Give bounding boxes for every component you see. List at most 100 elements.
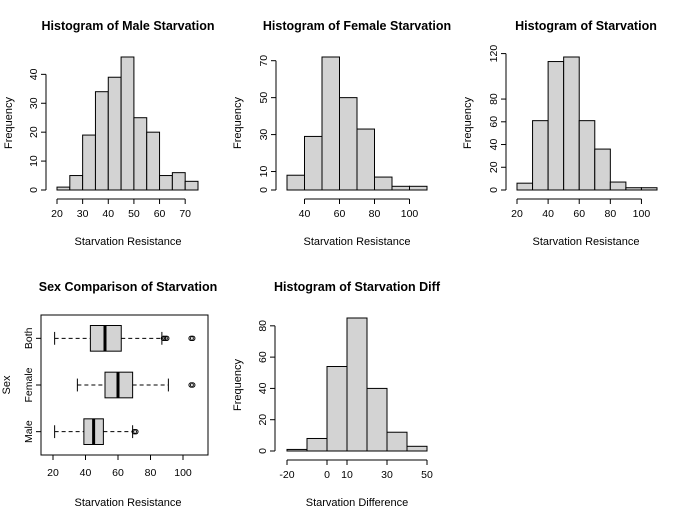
y-tick-label: 80 — [488, 93, 500, 105]
y-tick-label: 60 — [257, 351, 269, 363]
bar — [391, 185, 410, 191]
y-tick-label: 40 — [28, 68, 40, 80]
outlier-point — [164, 335, 170, 342]
bar — [366, 387, 388, 452]
bar — [640, 187, 658, 191]
x-tick-label: 60 — [573, 208, 585, 220]
chart-title: Histogram of Starvation Diff — [274, 280, 441, 294]
x-tick-label: 100 — [633, 208, 651, 220]
outlier-point — [188, 382, 194, 388]
bar — [339, 97, 358, 191]
y-tick-label: 60 — [488, 116, 500, 128]
bar — [563, 56, 580, 191]
panel-diff-histogram: Histogram of Starvation Diff Starvation … — [232, 280, 441, 509]
bar — [120, 56, 135, 191]
bar — [146, 131, 161, 191]
bar — [107, 76, 122, 191]
bar — [516, 182, 534, 191]
y-tick-label: 20 — [257, 414, 269, 426]
panel-male-histogram: Histogram of Male Starvation Starvation … — [3, 19, 214, 248]
bar — [625, 187, 642, 191]
bar — [321, 56, 340, 191]
x-tick-label: 20 — [51, 208, 63, 220]
y-tick-label: 70 — [258, 55, 270, 67]
x-axis-label: Starvation Resistance — [75, 236, 182, 248]
y-tick-label: 40 — [257, 382, 269, 394]
x-axis-label: Starvation Resistance — [75, 497, 182, 509]
y-axis-label: Frequency — [232, 97, 244, 149]
x-tick-label: 70 — [179, 208, 191, 220]
bar — [374, 176, 393, 191]
bar — [286, 174, 305, 191]
x-tick-label: 60 — [154, 208, 166, 220]
chart-title: Histogram of Starvation — [515, 19, 657, 33]
y-tick-label: 40 — [488, 139, 500, 151]
bar — [82, 134, 96, 191]
bar — [356, 128, 375, 191]
bar — [69, 175, 84, 191]
outlier-point — [162, 335, 168, 342]
bar — [409, 185, 428, 191]
y-tick-label: 50 — [258, 92, 270, 104]
x-tick-label: 50 — [128, 208, 140, 220]
x-axis-label: Starvation Resistance — [304, 236, 411, 248]
bar — [306, 437, 328, 452]
bar — [159, 175, 173, 191]
y-tick-label: 120 — [488, 45, 500, 63]
y-tick-label: 0 — [257, 448, 269, 454]
chart-title: Histogram of Female Starvation — [263, 19, 451, 33]
y-tick-label: Both — [23, 327, 35, 349]
x-tick-label: 40 — [102, 208, 114, 220]
x-tick-label: 100 — [401, 208, 419, 220]
bar — [532, 120, 549, 191]
plot-area: 40 60 80 100 0 10 30 50 70 — [258, 55, 428, 220]
panel-female-histogram: Histogram of Female Starvation Starvatio… — [232, 19, 451, 248]
plot-area: Male Female Both 20 40 60 80 100 — [23, 314, 209, 479]
bar — [594, 148, 611, 191]
bar — [171, 172, 186, 191]
bar — [304, 135, 323, 191]
bar — [326, 366, 348, 452]
y-tick-label: 10 — [28, 155, 40, 167]
x-tick-label: -20 — [279, 469, 294, 481]
x-axis-label: Starvation Difference — [306, 497, 409, 509]
outlier-point — [160, 335, 167, 342]
bar — [184, 180, 199, 191]
x-tick-label: 60 — [112, 467, 124, 479]
x-tick-label: 30 — [77, 208, 89, 220]
x-axis-label: Starvation Resistance — [533, 236, 640, 248]
x-tick-label: 40 — [542, 208, 554, 220]
bar — [346, 317, 368, 452]
bar — [609, 181, 627, 191]
outlier-point — [133, 428, 139, 435]
bar — [94, 91, 109, 191]
y-tick-label: 30 — [258, 129, 270, 141]
y-axis-label: Frequency — [3, 97, 15, 149]
x-tick-label: 80 — [369, 208, 381, 220]
panel-sex-boxplot: Sex Comparison of Starvation Starvation … — [1, 280, 217, 509]
y-axis-label: Sex — [1, 375, 13, 394]
y-tick-label: Female — [23, 367, 35, 402]
bar — [286, 448, 308, 452]
y-tick-label: 0 — [488, 187, 500, 193]
bar — [406, 445, 428, 452]
y-tick-label: 0 — [258, 187, 270, 193]
y-tick-label: 0 — [28, 187, 40, 193]
x-tick-label: 80 — [145, 467, 157, 479]
x-tick-label: 50 — [421, 469, 433, 481]
outlier-point — [190, 382, 196, 388]
x-tick-label: 0 — [324, 469, 330, 481]
bar — [133, 117, 148, 191]
x-tick-label: 80 — [604, 208, 616, 220]
y-tick-label: 20 — [28, 126, 40, 138]
panel-combined-histogram: Histogram of Starvation Starvation Resis… — [462, 19, 658, 248]
x-tick-label: 20 — [47, 467, 59, 479]
y-axis-label: Frequency — [232, 359, 244, 411]
y-axis-label: Frequency — [462, 97, 474, 149]
x-tick-label: 40 — [80, 467, 92, 479]
bar — [547, 61, 565, 191]
plot-area: -20 0 10 30 50 0 20 40 60 80 — [257, 317, 433, 481]
outlier-point — [190, 335, 196, 342]
plot-area: 20 40 60 80 100 0 20 40 60 80 120 — [488, 45, 658, 220]
